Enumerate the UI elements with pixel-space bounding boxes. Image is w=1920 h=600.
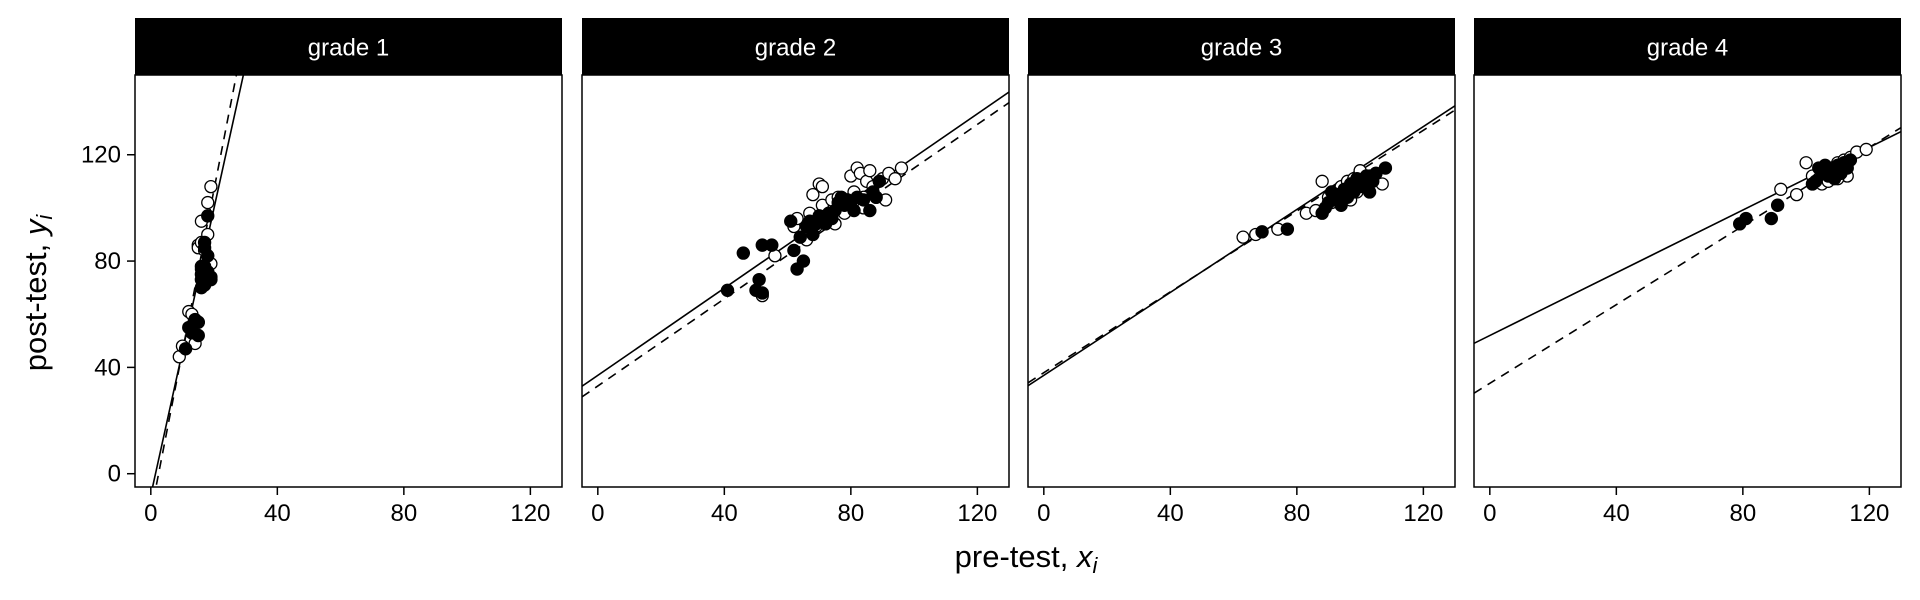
x-tick-label: 80 [838,500,865,527]
y-axis-title: post-test, yi [18,214,57,372]
data-point-open [888,172,902,186]
x-tick-label: 40 [264,500,291,527]
x-axis-title-var: x [1075,539,1094,574]
panel-plot-area [1028,105,1455,387]
x-axis-title: pre-test, xi [955,539,1099,578]
fit-line-solid [1028,105,1455,387]
panel-4: grade 4 0 40 80 120 [1473,18,1902,527]
data-point-filled [191,315,205,329]
data-point-open [1774,182,1788,196]
data-point-filled [796,254,811,268]
data-point-filled [178,342,193,356]
panel-strip-label: grade 1 [308,35,389,62]
data-point-filled [765,238,779,252]
x-axis-title-sub: i [1092,553,1098,578]
data-point-open [806,187,820,202]
x-tick-label: 0 [591,500,604,527]
data-point-open [204,179,218,194]
panel-1: grade 1 0 40 80 120 0 40 80 120 [81,18,563,527]
panel-strip-label: grade 4 [1647,35,1728,62]
panel-strip [582,18,1009,75]
data-point-filled [793,230,807,244]
data-point-filled [847,203,861,218]
x-tick-label: 40 [1603,500,1630,527]
x-axis-title-text: pre-test, [955,539,1077,574]
x-tick-label: 80 [1284,500,1311,527]
data-point-filled [1280,222,1295,236]
panel-strip-label: grade 2 [755,35,836,62]
data-point-filled [1255,225,1269,239]
data-point-filled [191,328,205,343]
x-tick-label: 120 [957,500,997,527]
data-point-filled [856,193,871,207]
data-point-open [1236,230,1250,244]
data-point-open [815,179,830,194]
data-point-open [863,164,877,178]
data-point-filled [1843,153,1858,167]
data-point-filled [1770,198,1785,212]
data-point-open [1315,174,1329,188]
data-point-filled [1831,166,1845,181]
data-point-open [201,195,215,210]
y-tick-label: 0 [108,461,121,488]
panel-strip [1028,18,1455,75]
data-point-filled [869,190,883,204]
fit-line-dashed [155,75,238,487]
data-point-filled [736,246,751,260]
y-axis-title-var: y [18,217,53,237]
data-point-open [1859,142,1873,157]
data-point-open [1799,156,1813,170]
panel-3: grade 3 0 40 80 120 [1027,18,1456,527]
panel-frame [134,74,563,488]
panel-strip [135,18,562,75]
data-point-filled [872,174,887,189]
data-point-filled [1378,161,1393,175]
panel-strip [1474,18,1901,75]
x-tick-label: 80 [1730,500,1757,527]
data-point-open [894,161,909,175]
panel-frame [1473,74,1902,488]
data-point-filled [755,286,769,300]
x-tick-label: 0 [144,500,157,527]
y-tick-label: 120 [81,142,121,169]
x-tick-label: 0 [1037,500,1050,527]
panel-2: grade 2 0 40 80 120 [581,18,1010,527]
panel-plot-area [151,75,245,487]
data-point-filled [784,214,798,228]
x-tick-label: 120 [510,500,550,527]
panel-frame [581,74,1010,488]
data-point-filled [194,259,209,274]
data-point-filled [1739,211,1753,226]
data-point-filled [204,272,218,287]
x-tick-label: 120 [1403,500,1443,527]
panel-strip-label: grade 3 [1201,35,1282,62]
x-tick-label: 40 [1157,500,1184,527]
y-axis-title-text: post-test, [18,235,53,371]
data-point-filled [752,272,766,287]
data-point-filled [201,249,215,263]
panel-plot-area [1474,126,1901,394]
y-tick-label: 80 [94,248,121,275]
x-tick-label: 120 [1849,500,1889,527]
x-tick-label: 80 [391,500,418,527]
data-point-filled [1764,211,1779,226]
data-point-filled [787,243,801,258]
panel-plot-area [582,91,1009,398]
y-tick-label: 40 [94,354,121,381]
x-tick-label: 0 [1483,500,1496,527]
data-point-open [1789,187,1804,202]
data-point-filled [863,203,877,218]
data-point-filled [201,209,215,223]
panel-frame [1027,74,1456,488]
data-point-filled [720,283,735,298]
fit-line-dashed [1028,109,1455,384]
x-tick-label: 40 [711,500,738,527]
y-axis-title-sub: i [32,214,57,220]
data-point-filled [197,235,212,250]
